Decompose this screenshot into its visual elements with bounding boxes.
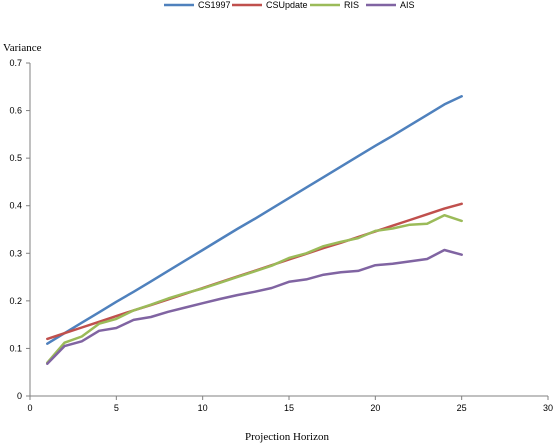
y-axis-ticks: 0 0.1 0.2 0.3 0.4 0.5 0.6 0.7 xyxy=(9,58,30,401)
series-line-ris xyxy=(46,213,463,364)
y-tick-label: 0 xyxy=(17,391,22,401)
x-tick-label: 0 xyxy=(27,403,32,413)
x-tick-label: 15 xyxy=(284,403,294,413)
y-tick-label: 0.5 xyxy=(9,153,22,163)
x-tick-label: 10 xyxy=(198,403,208,413)
legend: CS1997 CSUpdate RIS AIS xyxy=(164,0,415,10)
x-tick-label: 30 xyxy=(543,403,553,413)
x-tick-label: 5 xyxy=(114,403,119,413)
legend-label-cs1997: CS1997 xyxy=(198,0,231,10)
y-tick-label: 0.4 xyxy=(9,201,22,211)
x-tick-label: 25 xyxy=(457,403,467,413)
y-tick-label: 0.7 xyxy=(9,58,22,68)
series-group xyxy=(46,95,463,365)
x-axis-title: Projection Horizon xyxy=(245,431,330,443)
y-tick-label: 0.2 xyxy=(9,296,22,306)
y-axis-title: Variance xyxy=(3,42,42,54)
series-line-cs1997 xyxy=(46,95,463,345)
series-line-ais xyxy=(46,248,463,365)
x-axis-ticks: 0 5 10 15 20 25 30 xyxy=(27,396,553,413)
y-tick-label: 0.3 xyxy=(9,248,22,258)
x-tick-label: 20 xyxy=(370,403,380,413)
legend-label-ais: AIS xyxy=(400,0,415,10)
y-tick-label: 0.6 xyxy=(9,106,22,116)
y-tick-label: 0.1 xyxy=(9,343,22,353)
legend-label-ris: RIS xyxy=(344,0,359,10)
legend-label-csupdate: CSUpdate xyxy=(266,0,308,10)
